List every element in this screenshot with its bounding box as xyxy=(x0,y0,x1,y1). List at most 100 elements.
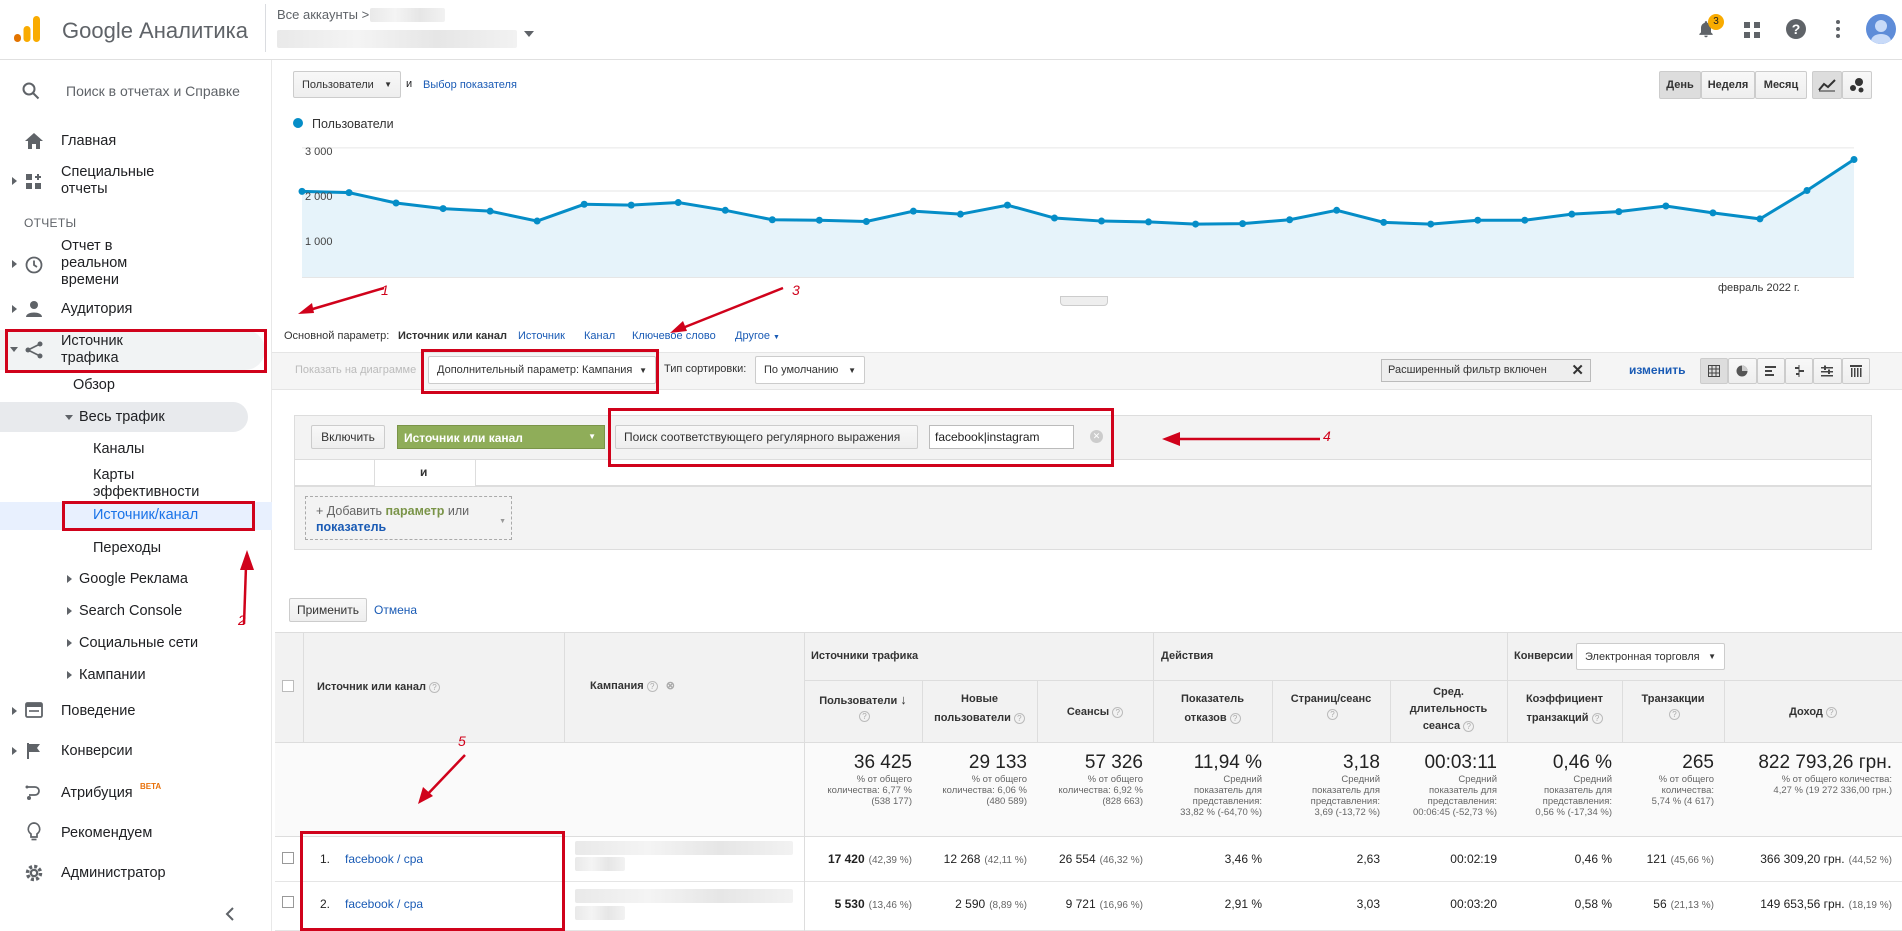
data-point[interactable] xyxy=(392,199,400,207)
tab-keyword[interactable]: Ключевое слово xyxy=(632,330,716,342)
plot-rows-button[interactable]: Показать на диаграмме xyxy=(295,364,417,376)
col-header-conv-rate[interactable]: Коэффициент транзакций? xyxy=(1507,690,1622,728)
sidebar-item-conversions[interactable]: Конверсии xyxy=(61,743,133,759)
chevron-down-icon[interactable] xyxy=(524,31,534,37)
apps-grid-icon[interactable] xyxy=(1740,18,1764,42)
filter-value-input[interactable] xyxy=(929,425,1074,449)
sort-select[interactable]: По умолчанию ▼ xyxy=(755,356,865,384)
remove-dimension-icon[interactable]: ⊗ xyxy=(665,680,675,692)
col-header-campaign[interactable]: Кампания? ⊗ xyxy=(590,677,675,696)
data-point[interactable] xyxy=(862,217,870,225)
sidebar-item-audience[interactable]: Аудитория xyxy=(61,301,133,317)
chevron-right-icon[interactable] xyxy=(12,747,17,755)
table-row[interactable] xyxy=(275,837,1902,882)
data-point[interactable] xyxy=(1427,220,1435,228)
sidebar-item-home[interactable]: Главная xyxy=(61,133,117,149)
sidebar-item-social[interactable]: Социальные сети xyxy=(79,635,199,651)
help-icon[interactable]: ? xyxy=(1825,707,1837,718)
chevron-down-icon[interactable] xyxy=(65,415,73,420)
secondary-dimension-select[interactable]: Дополнительный параметр: Кампания ▼ xyxy=(428,356,656,384)
day-button[interactable]: День xyxy=(1659,71,1701,99)
choose-metric-link[interactable]: Выбор показателя xyxy=(423,79,517,91)
chevron-right-icon[interactable] xyxy=(67,607,72,615)
data-point[interactable] xyxy=(1239,220,1247,228)
help-icon[interactable]: ? xyxy=(1784,17,1808,41)
add-dimension-or-metric[interactable]: + Добавить параметр или показатель ▼ xyxy=(305,496,512,540)
data-point[interactable] xyxy=(1803,187,1811,195)
include-select[interactable]: Включить xyxy=(311,425,385,449)
sidebar-item-custom-reports[interactable]: Специальные отчеты xyxy=(61,164,154,198)
term-cloud-view-icon[interactable] xyxy=(1813,358,1842,384)
sidebar-item-search-console[interactable]: Search Console xyxy=(79,603,183,619)
clear-icon[interactable]: ✕ xyxy=(1090,430,1103,443)
row-dimension-link[interactable]: facebook / cpa xyxy=(345,852,424,866)
data-point[interactable] xyxy=(1521,216,1529,224)
row-dimension-link[interactable]: facebook / cpa xyxy=(345,897,424,911)
sidebar-item-realtime[interactable]: Отчет в реальном времени xyxy=(61,238,127,289)
data-point[interactable] xyxy=(1850,156,1858,164)
help-icon[interactable]: ? xyxy=(646,681,658,692)
analytics-logo-icon[interactable] xyxy=(12,14,42,44)
sidebar-item-acquisition[interactable]: Источник трафика xyxy=(61,333,123,367)
week-button[interactable]: Неделя xyxy=(1701,71,1755,99)
help-icon[interactable]: ? xyxy=(1669,709,1680,720)
data-point[interactable] xyxy=(1192,220,1200,228)
tab-medium[interactable]: Канал xyxy=(584,330,616,342)
pivot-view-icon[interactable] xyxy=(1841,358,1870,384)
data-point[interactable] xyxy=(721,206,729,214)
data-point[interactable] xyxy=(1003,201,1011,209)
motion-chart-view-button[interactable] xyxy=(1842,71,1872,99)
help-icon[interactable]: ? xyxy=(1327,709,1338,720)
data-point[interactable] xyxy=(345,189,353,197)
data-point[interactable] xyxy=(1286,216,1294,224)
data-point[interactable] xyxy=(486,207,494,215)
property-selector-blurred[interactable] xyxy=(277,30,517,48)
data-point[interactable] xyxy=(1333,206,1341,214)
help-icon[interactable]: ? xyxy=(429,682,441,693)
apply-button[interactable]: Применить xyxy=(289,598,367,622)
data-point[interactable] xyxy=(956,210,964,218)
data-point[interactable] xyxy=(1568,210,1576,218)
month-button[interactable]: Месяц xyxy=(1755,71,1807,99)
sidebar-item-google-ads[interactable]: Google Реклама xyxy=(79,571,188,587)
chevron-right-icon[interactable] xyxy=(12,305,17,313)
data-point[interactable] xyxy=(768,216,776,224)
more-vert-icon[interactable] xyxy=(1826,17,1850,41)
data-point[interactable] xyxy=(533,217,541,225)
col-header-users[interactable]: Пользователи ↓? xyxy=(804,690,922,722)
data-point[interactable] xyxy=(439,205,447,213)
col-header-sessions[interactable]: Сеансы? xyxy=(1037,703,1153,722)
sidebar-item-overview[interactable]: Обзор xyxy=(73,377,115,393)
sidebar-item-attribution[interactable]: Атрибуция xyxy=(61,785,133,801)
data-point[interactable] xyxy=(815,216,823,224)
tab-source-medium[interactable]: Источник или канал xyxy=(398,330,508,342)
data-point[interactable] xyxy=(1615,208,1623,216)
data-point[interactable] xyxy=(1756,215,1764,223)
data-point[interactable] xyxy=(1380,218,1388,226)
row-checkbox[interactable] xyxy=(282,852,294,864)
col-header-pages-per-session[interactable]: Страниц/сеанс? xyxy=(1272,690,1390,720)
avatar[interactable] xyxy=(1866,14,1896,44)
chart-resize-handle[interactable] xyxy=(1060,296,1108,306)
sidebar-item-source-medium[interactable]: Источник/канал xyxy=(93,507,199,523)
chevron-right-icon[interactable] xyxy=(12,707,17,715)
data-point[interactable] xyxy=(909,207,917,215)
table-view-icon[interactable] xyxy=(1700,358,1729,384)
col-header-transactions[interactable]: Транзакции? xyxy=(1622,690,1724,720)
sidebar-item-treemaps[interactable]: Карты эффективности xyxy=(93,467,199,501)
data-point[interactable] xyxy=(580,200,588,208)
sidebar-item-behavior[interactable]: Поведение xyxy=(61,703,136,719)
sidebar-item-admin[interactable]: Администратор xyxy=(61,865,166,881)
cancel-link[interactable]: Отмена xyxy=(374,603,418,617)
chevron-right-icon[interactable] xyxy=(67,575,72,583)
conversion-type-select[interactable]: Электронная торговля ▼ xyxy=(1576,643,1725,670)
help-icon[interactable]: ? xyxy=(859,711,870,722)
chevron-down-icon[interactable] xyxy=(10,347,18,352)
chevron-right-icon[interactable] xyxy=(67,639,72,647)
collapse-sidebar-icon[interactable] xyxy=(225,907,235,921)
search-input[interactable]: Поиск в отчетах и Справке xyxy=(66,83,240,99)
chevron-right-icon[interactable] xyxy=(12,260,17,268)
data-point[interactable] xyxy=(627,201,635,209)
data-point[interactable] xyxy=(1474,216,1482,224)
sidebar-item-channels[interactable]: Каналы xyxy=(93,441,145,457)
